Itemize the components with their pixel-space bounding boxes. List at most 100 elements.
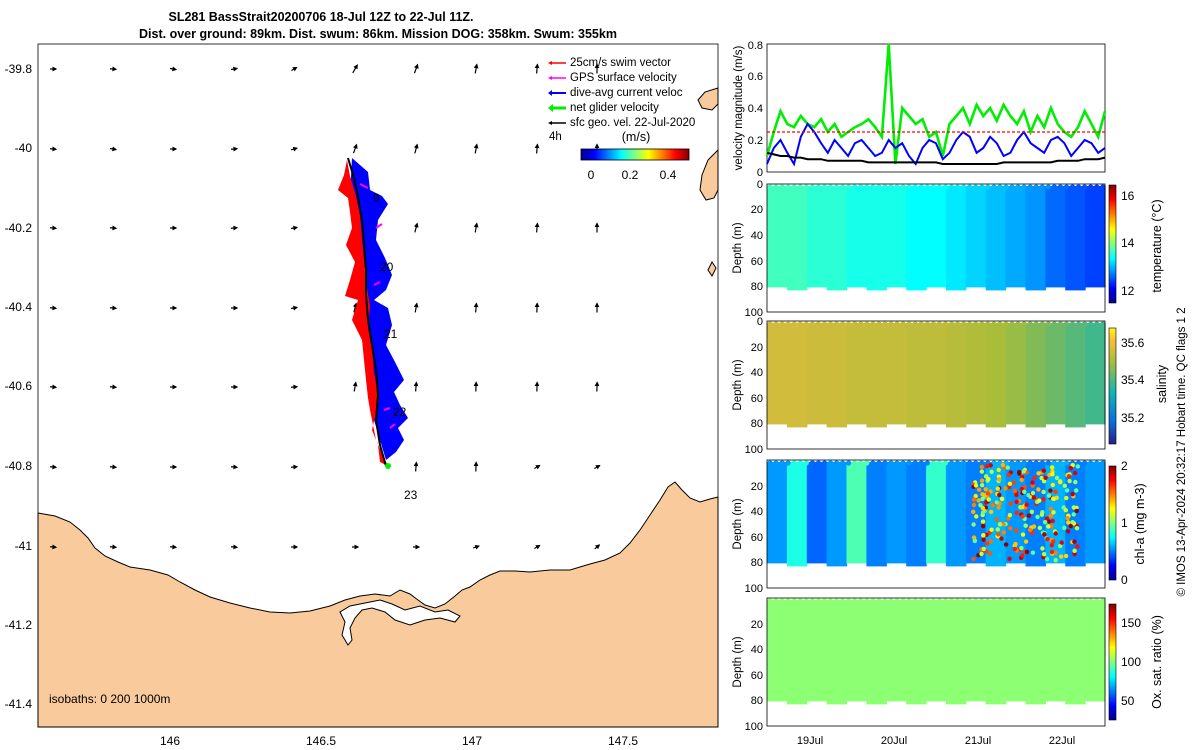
- chla-sample: [1050, 472, 1055, 477]
- chla-sample: [987, 551, 993, 556]
- chla-sample: [978, 503, 983, 508]
- velocity-panel: 0 0.2 0.4 0.6 0.8 velocity magnitude (m/…: [733, 40, 1107, 179]
- profile-dot: [906, 321, 912, 327]
- heatmap-cell: [806, 323, 828, 425]
- chla-sample: [1021, 469, 1026, 474]
- time-axis: 19Jul 20Jul 21Jul 22Jul: [797, 735, 1075, 747]
- chla-sample: [988, 539, 994, 544]
- chla-sample: [1006, 472, 1011, 478]
- profile-dot: [912, 598, 918, 604]
- profile-dot: [870, 460, 876, 466]
- chla-sample: [1005, 465, 1010, 470]
- heatmap-cell: [767, 600, 788, 702]
- chla-sample: [996, 467, 1001, 473]
- chla-sample: [1050, 518, 1055, 524]
- chla-sample: [980, 519, 986, 524]
- profile-dot: [815, 321, 822, 327]
- profile-dot: [767, 321, 773, 327]
- chla-sample: [1074, 526, 1080, 531]
- heatmap-cell: [1065, 600, 1086, 705]
- chla-sample: [976, 498, 981, 503]
- profile-dot: [1027, 460, 1033, 466]
- chla-sample: [985, 464, 990, 469]
- chla-sample: [994, 517, 1000, 522]
- gps-vectors: [359, 183, 396, 429]
- heatmap-cell: [786, 600, 808, 705]
- hm-ytick: 80: [751, 418, 763, 430]
- chla-sample: [1054, 495, 1059, 500]
- chla-sample: [1012, 546, 1017, 552]
- chla-sample: [1051, 539, 1056, 544]
- cbar-tick: 100: [1121, 655, 1141, 669]
- vel-ylabel: velocity magnitude (m/s): [733, 46, 745, 171]
- chla-sample: [1041, 497, 1046, 502]
- chla-sample: [1048, 506, 1054, 511]
- chla-sample: [1054, 475, 1060, 481]
- velocity-series: [765, 43, 1107, 167]
- chla-sample: [1011, 480, 1017, 485]
- chla-sample: [981, 546, 986, 552]
- profile-dot: [785, 598, 791, 604]
- cbar-tick: 35.2: [1121, 411, 1145, 425]
- profile-dot: [870, 598, 876, 604]
- chla-sample: [1003, 486, 1008, 491]
- title-line-2: Dist. over ground: 89km. Dist. swum: 86k…: [139, 27, 617, 41]
- chla-sample: [1048, 513, 1054, 518]
- chla-sample: [1041, 489, 1046, 495]
- day-label: 20: [380, 260, 394, 274]
- profile-dot: [942, 598, 949, 604]
- chla-sample: [1023, 523, 1028, 528]
- profile-dot: [846, 184, 852, 190]
- profile-dot: [1057, 321, 1063, 327]
- isobath-label: isobaths: 0 200 1000m: [49, 692, 170, 706]
- chla-sample: [1001, 530, 1006, 535]
- hm-ytick: 40: [751, 367, 763, 379]
- geo-velocity-arrow: [49, 305, 58, 311]
- chla-sample: [995, 527, 1000, 532]
- profile-dot: [912, 184, 918, 190]
- profile-dot: [1069, 321, 1076, 327]
- profile-dot: [1045, 184, 1051, 190]
- chla-sample: [1061, 505, 1066, 510]
- heatmap-cell: [985, 323, 1007, 428]
- profile-dot: [815, 184, 822, 190]
- heatmap-cell: [826, 323, 848, 428]
- profile-dot: [1015, 184, 1021, 190]
- profile-dot: [809, 184, 816, 190]
- profile-dot: [1057, 598, 1063, 604]
- profile-dot: [1063, 460, 1070, 466]
- chla-panel: 20 40 60 80 100 Depth (m) 0 1 2 chl-a (m…: [732, 459, 1147, 595]
- oxygen-colorbar: [1108, 603, 1117, 721]
- geo-velocity-arrow: [291, 66, 298, 72]
- profile-dot: [858, 321, 864, 327]
- chla-sample: [1007, 556, 1012, 561]
- heatmap-cell: [906, 600, 927, 705]
- profile-dot: [936, 598, 943, 604]
- heatmap-cell: [826, 186, 848, 291]
- profile-dot: [961, 598, 967, 604]
- day-label: 22: [393, 405, 407, 419]
- hm-ytick: 60: [751, 256, 763, 268]
- profile-dot: [967, 598, 973, 604]
- profile-dot: [900, 460, 906, 466]
- profile-dot: [827, 184, 834, 190]
- heatmap-cell: [1025, 462, 1046, 567]
- profile-dot: [948, 184, 955, 190]
- geo-velocity-arrow: [49, 544, 58, 550]
- profile-dot: [870, 321, 876, 327]
- salinity-heatmap: [767, 321, 1106, 428]
- map-legend: 25cm/s swim vector GPS surface velocity …: [548, 57, 695, 182]
- geo-velocity-arrow: [109, 146, 118, 152]
- chla-sample: [1072, 548, 1077, 553]
- chla-sample: [980, 510, 986, 515]
- heatmap-cell: [985, 186, 1007, 291]
- chla-sample: [976, 487, 982, 492]
- profile-dot: [894, 598, 900, 604]
- geo-velocity-arrow: [109, 225, 118, 231]
- geo-velocity-arrow: [413, 222, 419, 233]
- profile-dot: [948, 321, 955, 327]
- hm-ylabel: Depth (m): [732, 359, 744, 410]
- profile-dot: [954, 321, 961, 327]
- chla-sample: [971, 509, 976, 514]
- chla-sample: [971, 556, 976, 562]
